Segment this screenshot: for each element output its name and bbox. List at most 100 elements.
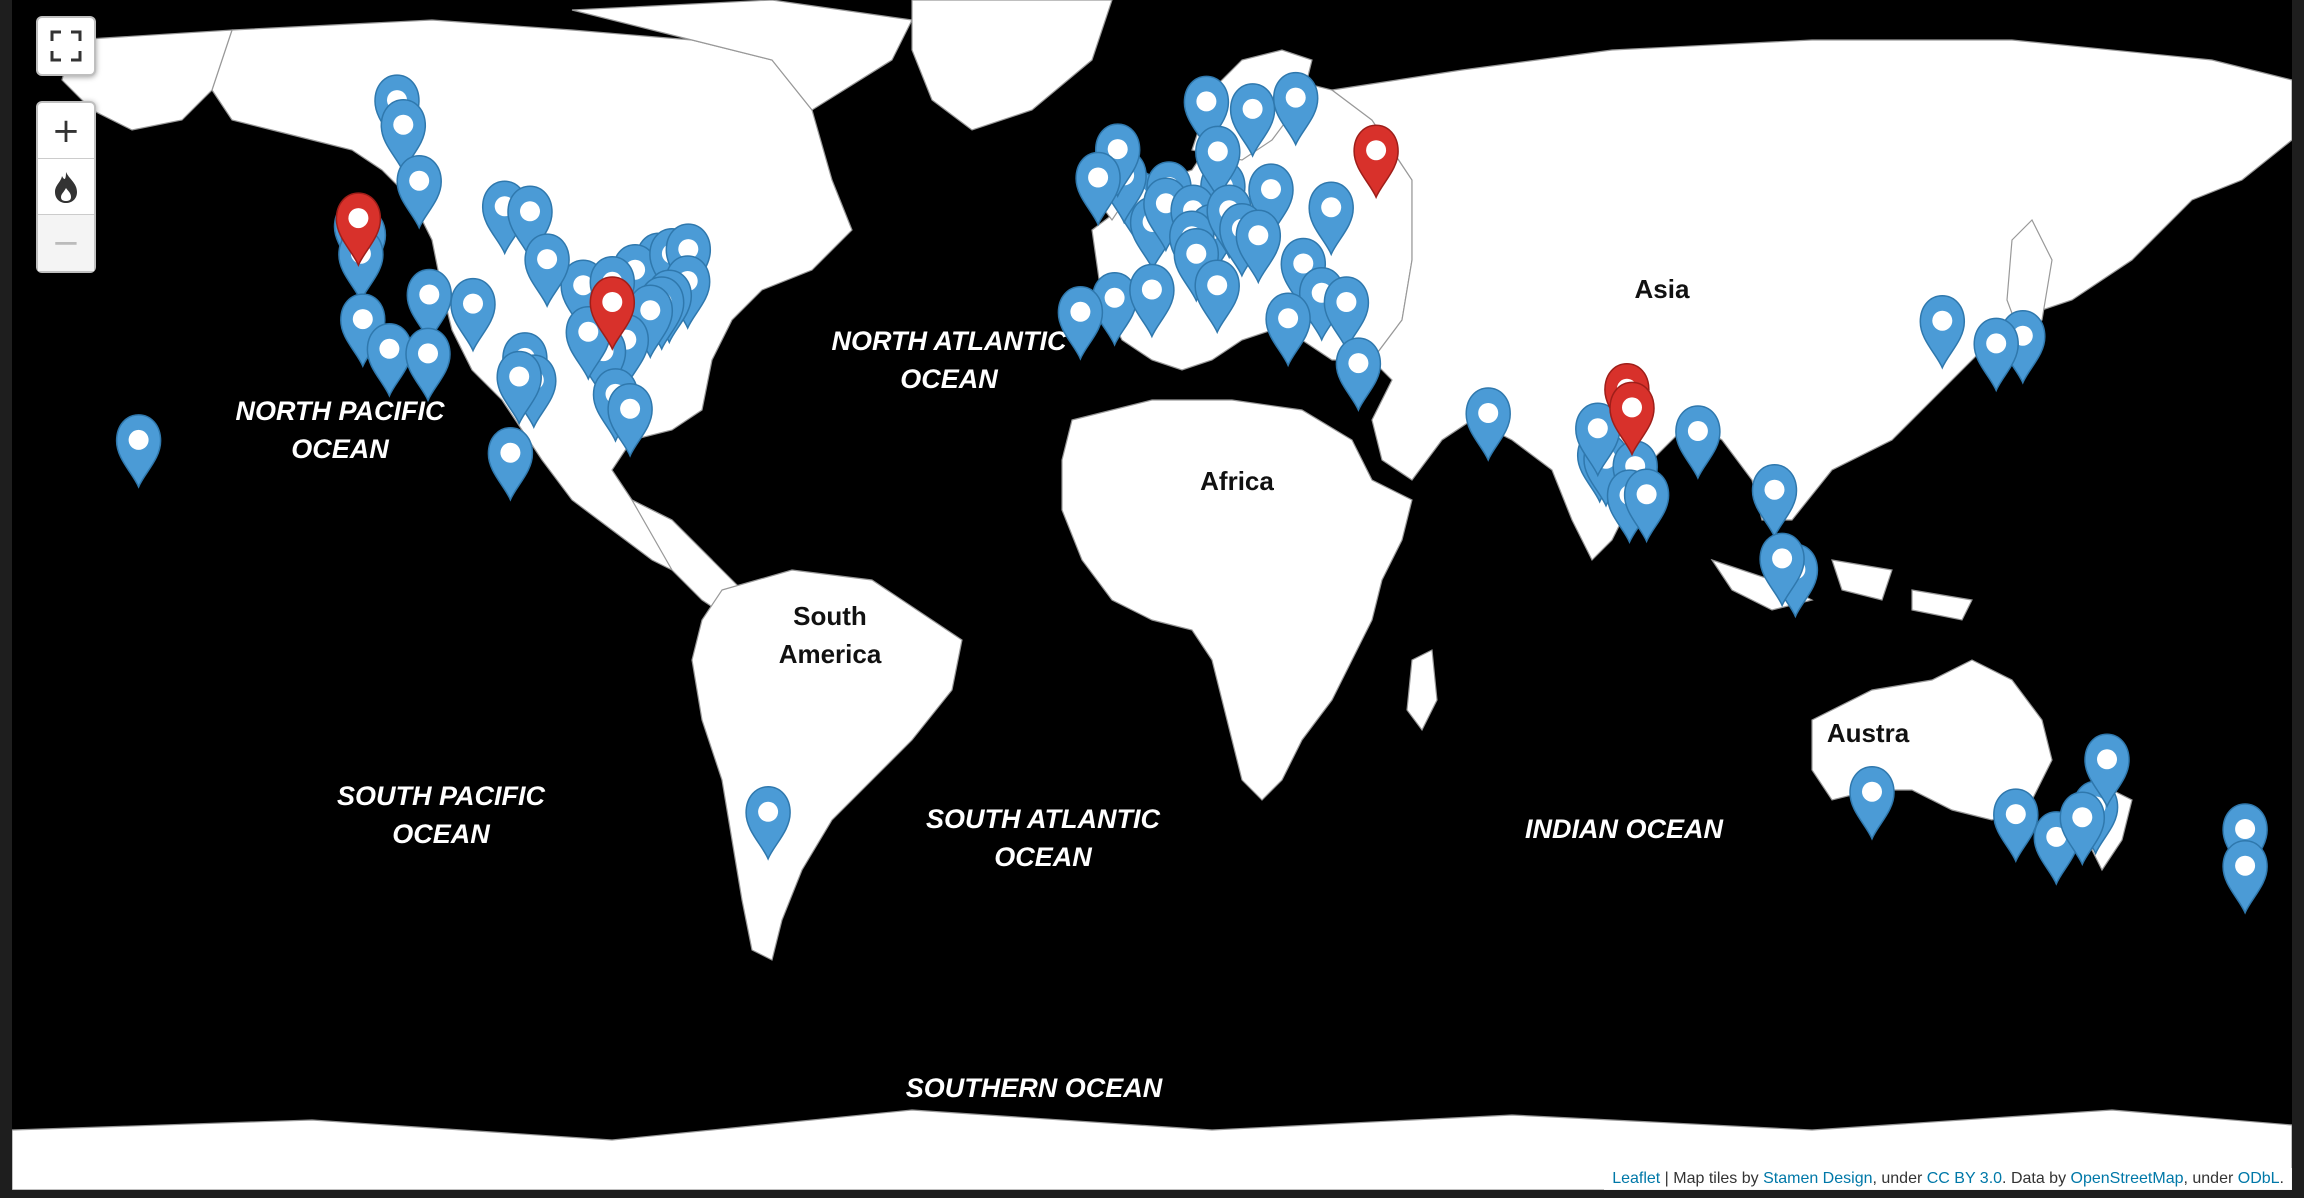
- attribution-ccby-link[interactable]: CC BY 3.0: [1926, 1170, 2003, 1187]
- marker-dot: [2046, 826, 2067, 847]
- map-marker-blue[interactable]: [507, 185, 553, 261]
- map-marker-blue[interactable]: [1323, 276, 1370, 351]
- map-marker-blue[interactable]: [1129, 263, 1175, 339]
- continent-label-line: Africa: [1200, 466, 1274, 496]
- map-marker-blue[interactable]: [450, 277, 496, 353]
- zoom-control[interactable]: + −: [36, 101, 96, 273]
- map-marker-blue[interactable]: [1057, 286, 1104, 361]
- attribution-leaflet-link[interactable]: Leaflet: [1612, 1170, 1661, 1187]
- map-marker-blue[interactable]: [380, 98, 427, 174]
- landmass-asia: [1330, 39, 2292, 562]
- marker-dot: [409, 170, 430, 191]
- map-marker-blue[interactable]: [1919, 294, 1966, 370]
- marker-pin-icon: [745, 786, 791, 861]
- marker-pin-icon: [406, 268, 453, 344]
- continent-label-line: Asia: [1635, 274, 1690, 304]
- marker-pin-icon: [1575, 402, 1621, 478]
- marker-pin-icon: [2222, 839, 2268, 915]
- map-marker-blue[interactable]: [1229, 83, 1276, 158]
- marker-pin-icon: [2059, 791, 2106, 867]
- map-marker-blue[interactable]: [1623, 468, 1670, 544]
- marker-dot: [2235, 855, 2256, 876]
- map-marker-blue[interactable]: [1265, 292, 1311, 368]
- map-marker-red[interactable]: [1609, 381, 1655, 457]
- map-marker-blue[interactable]: [487, 426, 534, 502]
- marker-dot: [1366, 140, 1387, 161]
- map-marker-blue[interactable]: [1849, 765, 1895, 841]
- marker-layer[interactable]: [115, 71, 2268, 915]
- map-marker-blue[interactable]: [1272, 71, 1319, 147]
- map-marker-blue[interactable]: [1973, 317, 2019, 393]
- landmass-south-america: [691, 569, 963, 961]
- marker-pin-icon: [1353, 124, 1399, 200]
- map-marker-red[interactable]: [335, 192, 382, 268]
- map-marker-blue[interactable]: [1675, 405, 1721, 480]
- map-marker-blue[interactable]: [1993, 788, 2039, 864]
- marker-dot: [1107, 139, 1128, 160]
- map-marker-blue[interactable]: [396, 154, 442, 230]
- map-viewport[interactable]: NORTH ATLANTIC OCEAN NORTH PACIFIC OCEAN SOU…: [12, 0, 2292, 1190]
- map-marker-blue[interactable]: [1235, 209, 1282, 285]
- marker-dot: [1321, 197, 1342, 218]
- map-marker-blue[interactable]: [406, 268, 453, 344]
- marker-dot: [348, 208, 369, 229]
- ocean-label: SOUTH PACIFIC OCEAN: [337, 781, 545, 849]
- marker-dot: [1070, 301, 1091, 322]
- attribution-stamen-link[interactable]: Stamen Design: [1763, 1170, 1873, 1187]
- map-marker-blue[interactable]: [1280, 237, 1327, 313]
- map-marker-blue[interactable]: [1183, 75, 1230, 151]
- map-marker-blue[interactable]: [405, 327, 451, 403]
- marker-pin-icon: [1265, 292, 1311, 368]
- map-marker-blue[interactable]: [2059, 791, 2106, 867]
- heatmap-toggle-button[interactable]: [38, 159, 94, 215]
- marker-dot: [1141, 279, 1162, 300]
- map-marker-blue[interactable]: [1091, 272, 1138, 347]
- marker-pin-icon: [1195, 125, 1241, 201]
- map-marker-blue[interactable]: [2222, 839, 2268, 915]
- attribution-text: | Map tiles by: [1660, 1170, 1764, 1187]
- map-marker-blue[interactable]: [1465, 387, 1511, 462]
- marker-pin-icon: [507, 185, 553, 261]
- map-marker-blue[interactable]: [524, 233, 570, 309]
- ocean-label-line: SOUTH ATLANTIC: [926, 804, 1160, 834]
- landmass-africa: [1061, 399, 1413, 801]
- map-marker-blue[interactable]: [1759, 532, 1805, 608]
- fullscreen-button[interactable]: [38, 18, 94, 74]
- marker-pin-icon: [1075, 151, 1121, 227]
- map-marker-blue[interactable]: [496, 350, 542, 426]
- map-marker-red[interactable]: [1353, 124, 1399, 200]
- map-marker-blue[interactable]: [115, 414, 162, 489]
- map-marker-blue[interactable]: [1248, 163, 1294, 239]
- marker-pin-icon: [1609, 381, 1655, 457]
- zoom-out-button[interactable]: −: [38, 215, 94, 271]
- marker-pin-icon: [115, 414, 162, 489]
- map-marker-blue[interactable]: [1195, 125, 1241, 201]
- map-marker-blue[interactable]: [1335, 337, 1382, 413]
- attribution-osm-link[interactable]: OpenStreetMap: [2070, 1170, 2184, 1187]
- attribution-odbl-link[interactable]: ODbL: [2237, 1170, 2280, 1187]
- marker-dot: [1207, 141, 1228, 162]
- map-marker-blue[interactable]: [607, 383, 653, 458]
- map-marker-blue[interactable]: [2084, 733, 2130, 809]
- marker-dot: [2072, 807, 2093, 828]
- marker-dot: [1186, 243, 1207, 264]
- map-marker-blue[interactable]: [1308, 181, 1354, 257]
- fullscreen-control[interactable]: [36, 16, 96, 76]
- marker-dot: [1478, 403, 1499, 423]
- ocean-label-line: NORTH PACIFIC: [236, 396, 446, 426]
- map-marker-red[interactable]: [589, 276, 636, 351]
- map-marker-blue[interactable]: [745, 786, 791, 861]
- marker-dot: [1622, 397, 1642, 418]
- marker-dot: [1278, 308, 1299, 329]
- marker-dot: [678, 239, 699, 260]
- marker-pin-icon: [1993, 788, 2039, 864]
- map-marker-blue[interactable]: [1575, 402, 1621, 478]
- map-marker-blue[interactable]: [1075, 151, 1121, 227]
- map-marker-blue[interactable]: [1751, 463, 1798, 539]
- map-attribution: Leaflet | Map tiles by Stamen Design , un…: [1604, 1168, 2292, 1190]
- marker-dot: [1764, 479, 1785, 500]
- map-marker-blue[interactable]: [1194, 259, 1240, 335]
- attribution-text: , under: [2183, 1170, 2238, 1187]
- zoom-in-button[interactable]: +: [38, 103, 94, 159]
